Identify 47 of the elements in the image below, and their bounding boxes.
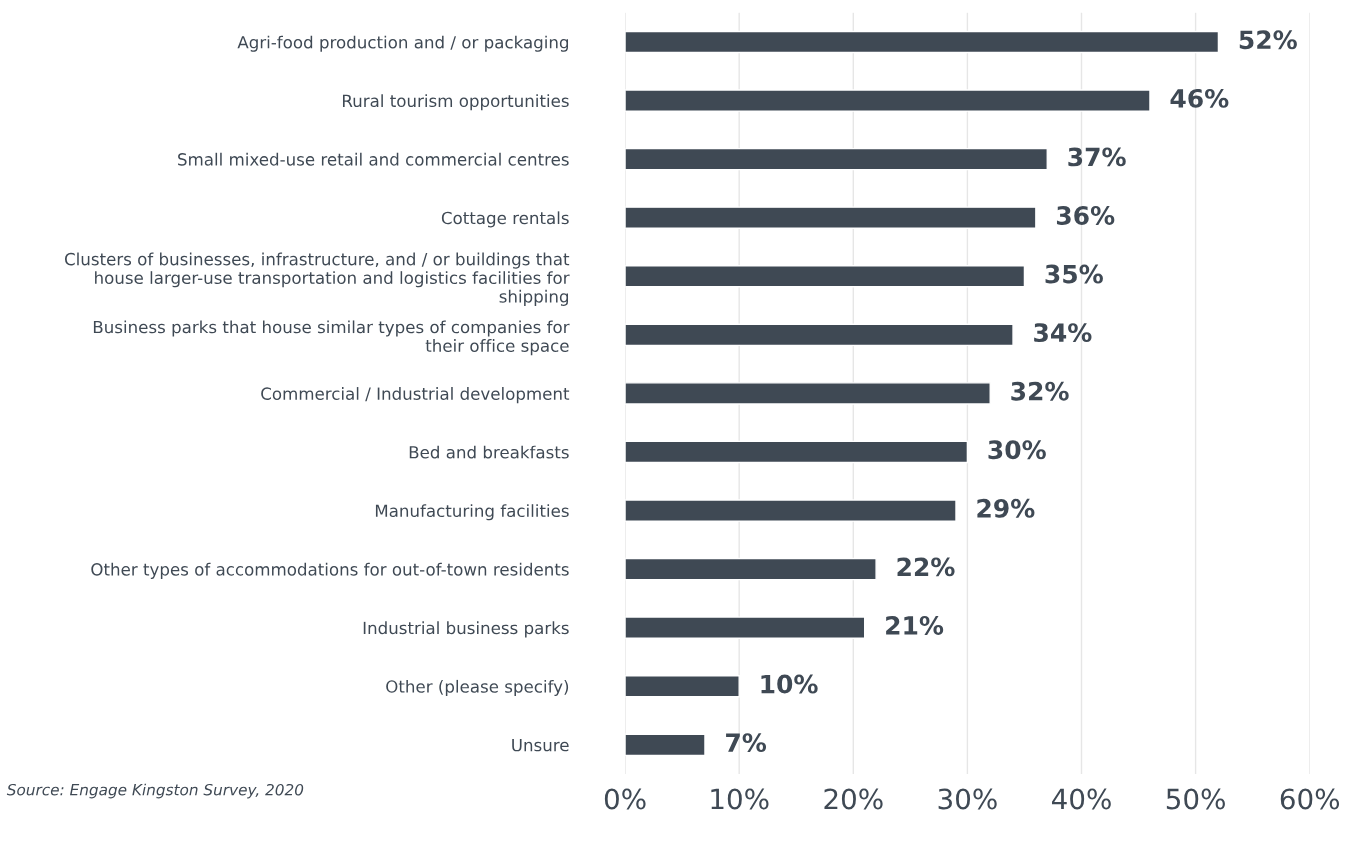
y-tick-label: Other types of accommodations for out-of-town residents xyxy=(91,562,569,579)
x-tick-label: 40% xyxy=(1051,788,1111,810)
y-tick-label: Clusters of businesses, infrastructure, and / or buildings that house larger-use transportation and logistics facilities for shipping xyxy=(64,252,570,306)
bar xyxy=(625,616,866,639)
bar xyxy=(625,733,706,757)
bar xyxy=(625,323,1014,347)
x-tick-label: 0% xyxy=(604,788,646,810)
x-tick-label: 10% xyxy=(711,788,769,810)
bar xyxy=(625,557,877,581)
x-tick-label: 30% xyxy=(938,788,997,810)
bar xyxy=(625,499,957,522)
bar xyxy=(625,89,1151,112)
bar xyxy=(625,382,991,405)
bar xyxy=(625,265,1026,288)
y-tick-label: Business parks that house similar types of companies for their office space xyxy=(93,320,570,356)
y-tick-label: Rural tourism opportunities xyxy=(342,94,569,111)
x-tick-label: 20% xyxy=(824,788,883,810)
y-tick-label: Small mixed-use retail and commercial centres xyxy=(178,152,569,166)
source-note: Source: Engage Kingston Survey, 2020 xyxy=(6,783,304,799)
data-label: 22% xyxy=(897,557,955,577)
data-label: 29% xyxy=(977,498,1035,518)
bar xyxy=(625,147,1048,171)
y-tick-label: Manufacturing facilities xyxy=(375,504,569,521)
bar xyxy=(625,206,1037,229)
bar xyxy=(625,674,740,698)
x-tick-label: 60% xyxy=(1280,788,1340,810)
data-label: 30% xyxy=(988,440,1046,460)
data-label: 46% xyxy=(1170,88,1229,108)
x-tick-label: 50% xyxy=(1166,788,1225,810)
bar xyxy=(625,440,969,464)
data-label: 34% xyxy=(1034,323,1092,343)
data-label: 7% xyxy=(726,733,767,753)
y-tick-label: Bed and breakfasts xyxy=(409,445,569,459)
data-label: 52% xyxy=(1239,30,1297,50)
data-label: 10% xyxy=(761,674,818,694)
y-tick-label: Commercial / Industrial development xyxy=(261,387,570,404)
data-label: 37% xyxy=(1068,147,1126,167)
data-label: 35% xyxy=(1045,264,1103,284)
y-tick-label: Other (please specify) xyxy=(386,679,569,697)
y-tick-label: Industrial business parks xyxy=(363,621,569,638)
bar xyxy=(625,30,1220,54)
y-tick-label: Unsure xyxy=(512,738,569,752)
data-label: 21% xyxy=(886,616,944,635)
data-label: 36% xyxy=(1056,206,1115,225)
data-label: 32% xyxy=(1011,381,1069,401)
y-tick-label: Agri-food production and / or packaging xyxy=(237,35,569,52)
y-tick-label: Cottage rentals xyxy=(441,211,569,228)
